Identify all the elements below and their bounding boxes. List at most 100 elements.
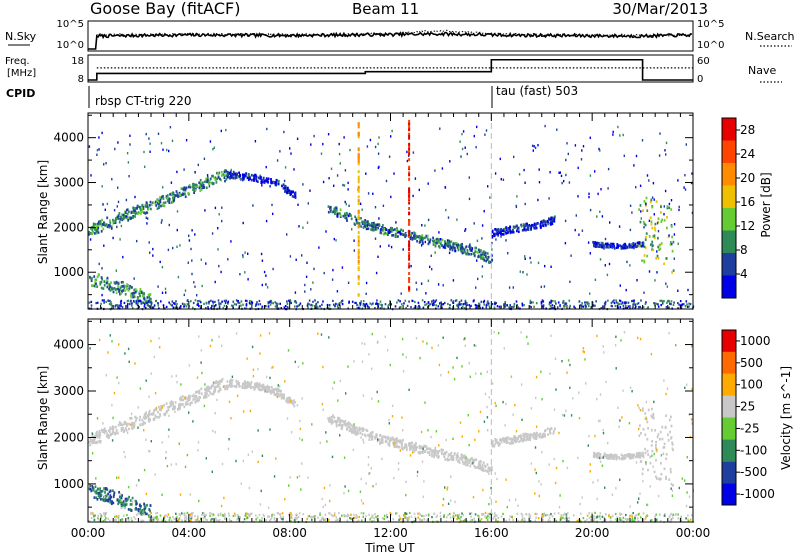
scatter-cell xyxy=(670,241,672,244)
scatter-cell xyxy=(336,290,339,293)
scatter-cell xyxy=(125,208,128,212)
spike-cell xyxy=(357,293,360,297)
scatter-cell xyxy=(460,516,462,519)
scatter-cell xyxy=(244,381,247,384)
scatter-cell xyxy=(659,430,662,434)
scatter-cell xyxy=(93,225,96,228)
scatter-cell xyxy=(232,170,235,174)
scatter-cell xyxy=(258,299,261,303)
scatter-cell xyxy=(329,420,332,423)
scatter-cell xyxy=(469,245,472,249)
scatter-cell xyxy=(182,403,184,406)
scatter-cell xyxy=(211,232,214,235)
scatter-cell xyxy=(510,230,512,233)
scatter-cell xyxy=(287,189,289,192)
scatter-cell xyxy=(427,218,430,222)
scatter-cell xyxy=(232,306,234,309)
scatter-cell xyxy=(110,281,112,284)
scatter-cell xyxy=(346,519,349,522)
scatter-cell xyxy=(429,238,432,241)
scatter-cell xyxy=(641,307,643,310)
scatter-cell xyxy=(100,306,103,310)
spike-cell xyxy=(357,236,360,240)
scatter-cell xyxy=(104,518,106,521)
scatter-cell xyxy=(103,280,106,284)
scatter-cell xyxy=(134,288,137,291)
scatter-cell xyxy=(421,514,423,517)
scatter-cell xyxy=(533,432,536,435)
scatter-cell xyxy=(248,385,251,388)
scatter-cell xyxy=(666,216,668,219)
scatter-cell xyxy=(170,201,173,204)
scatter-cell xyxy=(272,302,274,305)
scatter-cell xyxy=(375,515,377,518)
scatter-cell xyxy=(468,459,471,462)
scatter-cell xyxy=(523,168,525,172)
scatter-cell xyxy=(95,282,97,285)
scatter-cell xyxy=(527,225,529,229)
scatter-cell xyxy=(513,226,516,230)
scatter-cell xyxy=(477,514,479,517)
scatter-cell xyxy=(654,279,656,282)
scatter-cell xyxy=(172,191,174,195)
scatter-cell xyxy=(100,286,103,290)
scatter-cell xyxy=(206,519,208,522)
scatter-cell xyxy=(253,388,256,391)
scatter-cell xyxy=(489,260,492,264)
scatter-cell xyxy=(651,440,653,443)
scatter-cell xyxy=(110,301,112,304)
scatter-cell xyxy=(455,514,457,517)
scatter-cell xyxy=(155,512,157,515)
scatter-cell xyxy=(133,425,136,429)
cpid-program-0: rbsp CT-trig 220 xyxy=(95,94,191,108)
scatter-cell xyxy=(476,259,478,262)
scatter-cell xyxy=(125,198,128,202)
scatter-cell xyxy=(241,385,244,388)
scatter-cell xyxy=(550,220,552,223)
scatter-cell xyxy=(651,245,653,248)
scatter-cell xyxy=(619,512,621,515)
scatter-cell xyxy=(482,254,484,258)
scatter-cell xyxy=(306,517,308,521)
scatter-cell xyxy=(295,258,297,261)
scatter-cell xyxy=(369,138,372,142)
scatter-cell xyxy=(220,302,222,305)
scatter-cell xyxy=(396,439,399,443)
scatter-cell xyxy=(92,231,95,234)
scatter-cell xyxy=(290,512,292,515)
scatter-cell xyxy=(265,386,268,390)
scatter-cell xyxy=(562,300,565,303)
scatter-cell xyxy=(488,305,491,308)
scatter-cell xyxy=(562,516,564,519)
scatter-cell xyxy=(138,290,141,294)
scatter-cell xyxy=(344,212,346,216)
colorbar-swatch xyxy=(722,230,736,253)
scatter-cell xyxy=(377,142,379,146)
scatter-cell xyxy=(558,171,560,174)
scatter-cell xyxy=(646,254,649,258)
scatter-cell xyxy=(385,228,387,231)
scatter-cell xyxy=(169,126,172,129)
scatter-cell xyxy=(432,236,434,240)
scatter-cell xyxy=(276,159,279,162)
scatter-cell xyxy=(512,441,515,445)
scatter-cell xyxy=(390,513,393,516)
scatter-cell xyxy=(598,515,601,518)
scatter-cell xyxy=(521,516,524,519)
scatter-cell xyxy=(533,305,535,308)
scatter-cell xyxy=(439,238,442,241)
scatter-cell xyxy=(608,262,611,266)
scatter-cell xyxy=(105,494,108,498)
scatter-cell xyxy=(255,514,257,517)
scatter-cell xyxy=(162,194,164,198)
scatter-cell xyxy=(176,516,178,519)
scatter-cell xyxy=(492,517,494,520)
scatter-cell xyxy=(129,286,131,289)
scatter-cell xyxy=(542,221,544,224)
scatter-cell xyxy=(191,401,193,404)
scatter-cell xyxy=(126,514,128,517)
scatter-cell xyxy=(534,512,537,515)
scatter-cell xyxy=(128,175,130,178)
scatter-cell xyxy=(250,512,253,515)
